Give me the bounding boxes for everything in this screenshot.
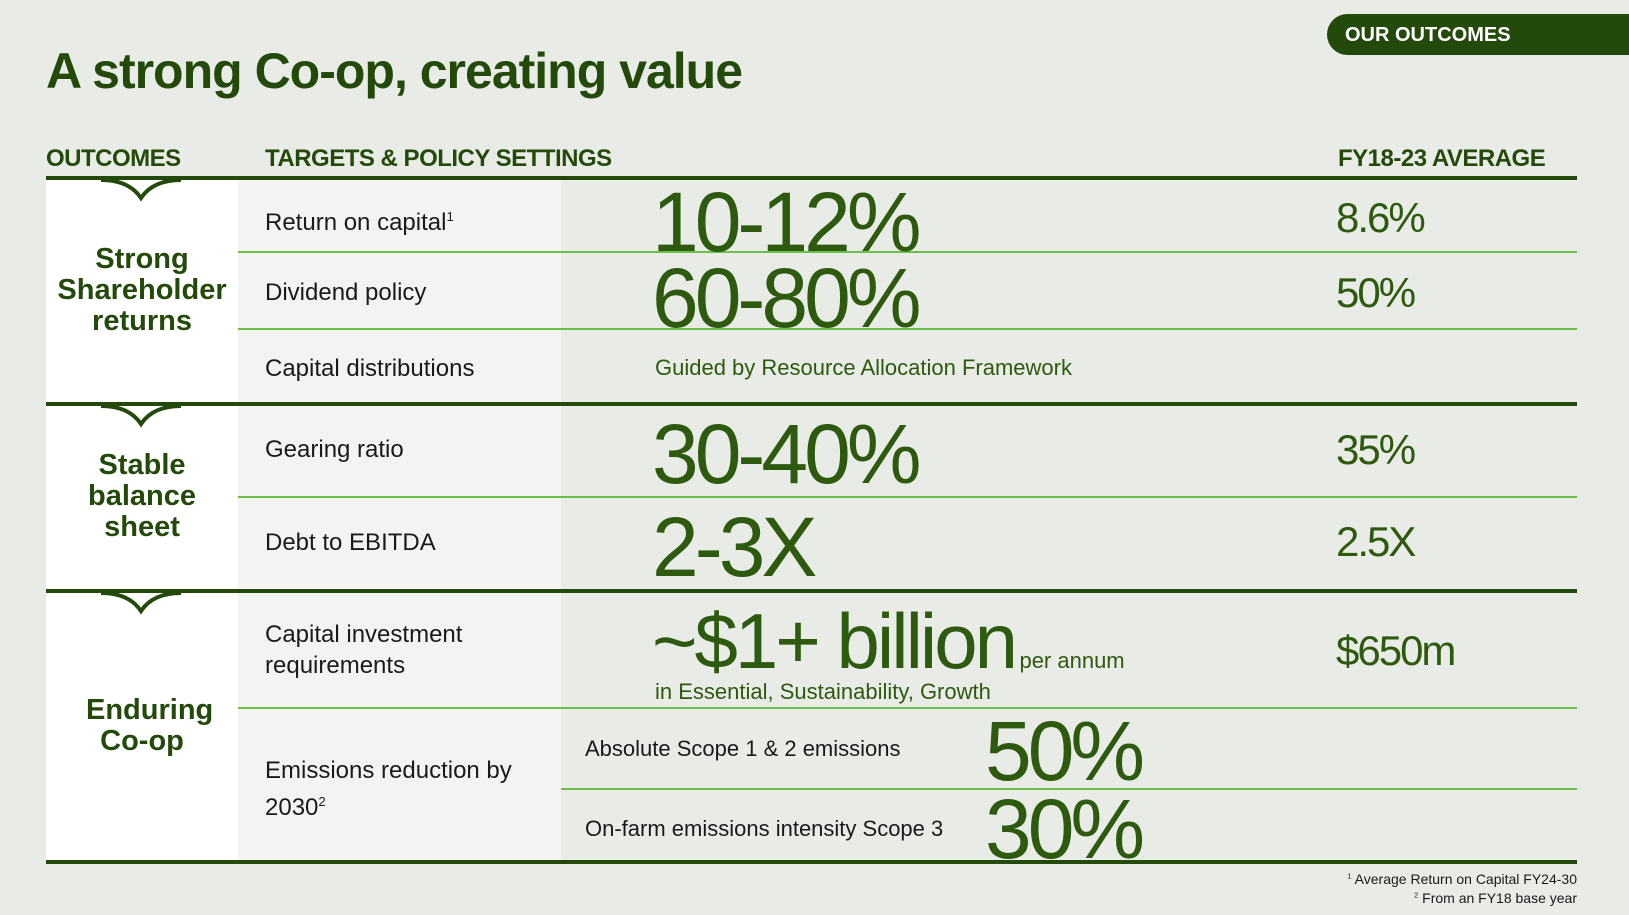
target-dividend-policy: 60-80% (652, 251, 922, 345)
chevron-notch-icon (101, 404, 181, 428)
subrow-label-scope-3: On-farm emissions intensity Scope 3 (585, 816, 944, 841)
divider (46, 402, 1577, 406)
target-capital-investment: ~$1+ billion per annum (652, 597, 1125, 685)
target-capital-investment-note: in Essential, Sustainability, Growth (655, 679, 991, 704)
row-label-emissions-reduction: Emissions reduction by 20302 (265, 757, 512, 821)
average-capital-investment: $650m (1336, 627, 1456, 674)
footnote-2: 2 From an FY18 base year (1413, 890, 1577, 906)
target-return-on-capital: 10-12% (652, 175, 922, 269)
header-targets: TARGETS & POLICY SETTINGS (265, 145, 612, 172)
row-label-dividend-policy: Dividend policy (265, 279, 427, 306)
row-label-capital-investment: Capital investment requirements (265, 621, 463, 679)
section-badge: OUR OUTCOMES (1327, 14, 1629, 55)
chevron-notch-icon (101, 178, 181, 202)
footnote-1: 1 Average Return on Capital FY24-30 (1347, 871, 1577, 887)
row-label-debt-to-ebitda: Debt to EBITDA (265, 529, 436, 556)
average-dividend-policy: 50% (1336, 269, 1416, 316)
chevron-notch-icon (101, 591, 181, 615)
outcome-strong-shareholder-returns: Strong Shareholder returns (57, 243, 227, 337)
divider (46, 589, 1577, 593)
average-debt-to-ebitda: 2.5X (1336, 518, 1416, 565)
divider (46, 860, 1577, 864)
page-title: A strong Co-op, creating value (46, 43, 743, 99)
header-average: FY18-23 AVERAGE (1338, 145, 1546, 172)
target-gearing-ratio: 30-40% (652, 407, 922, 501)
divider (46, 176, 1577, 180)
outcome-enduring-coop: Enduring Co-op (86, 694, 214, 757)
subrow-label-scope-1-2: Absolute Scope 1 & 2 emissions (585, 736, 901, 761)
outcomes-column (46, 178, 238, 862)
divider (238, 251, 1577, 253)
outcome-stable-balance-sheet: Stable balance sheet (88, 449, 196, 543)
target-capital-distributions: Guided by Resource Allocation Framework (655, 355, 1072, 380)
row-label-gearing-ratio: Gearing ratio (265, 436, 404, 463)
divider (238, 496, 1577, 498)
divider (561, 788, 1577, 790)
row-label-return-on-capital: Return on capital1 (265, 209, 454, 236)
header-outcomes: OUTCOMES (46, 145, 181, 172)
labels-column (238, 178, 561, 862)
row-label-capital-distributions: Capital distributions (265, 355, 475, 382)
average-return-on-capital: 8.6% (1336, 194, 1426, 241)
target-scope-3: 30% (985, 782, 1145, 876)
divider (238, 707, 1577, 709)
average-gearing-ratio: 35% (1336, 426, 1416, 473)
divider (238, 328, 1577, 330)
target-scope-1-2: 50% (985, 704, 1145, 798)
target-debt-to-ebitda: 2-3X (652, 500, 817, 594)
